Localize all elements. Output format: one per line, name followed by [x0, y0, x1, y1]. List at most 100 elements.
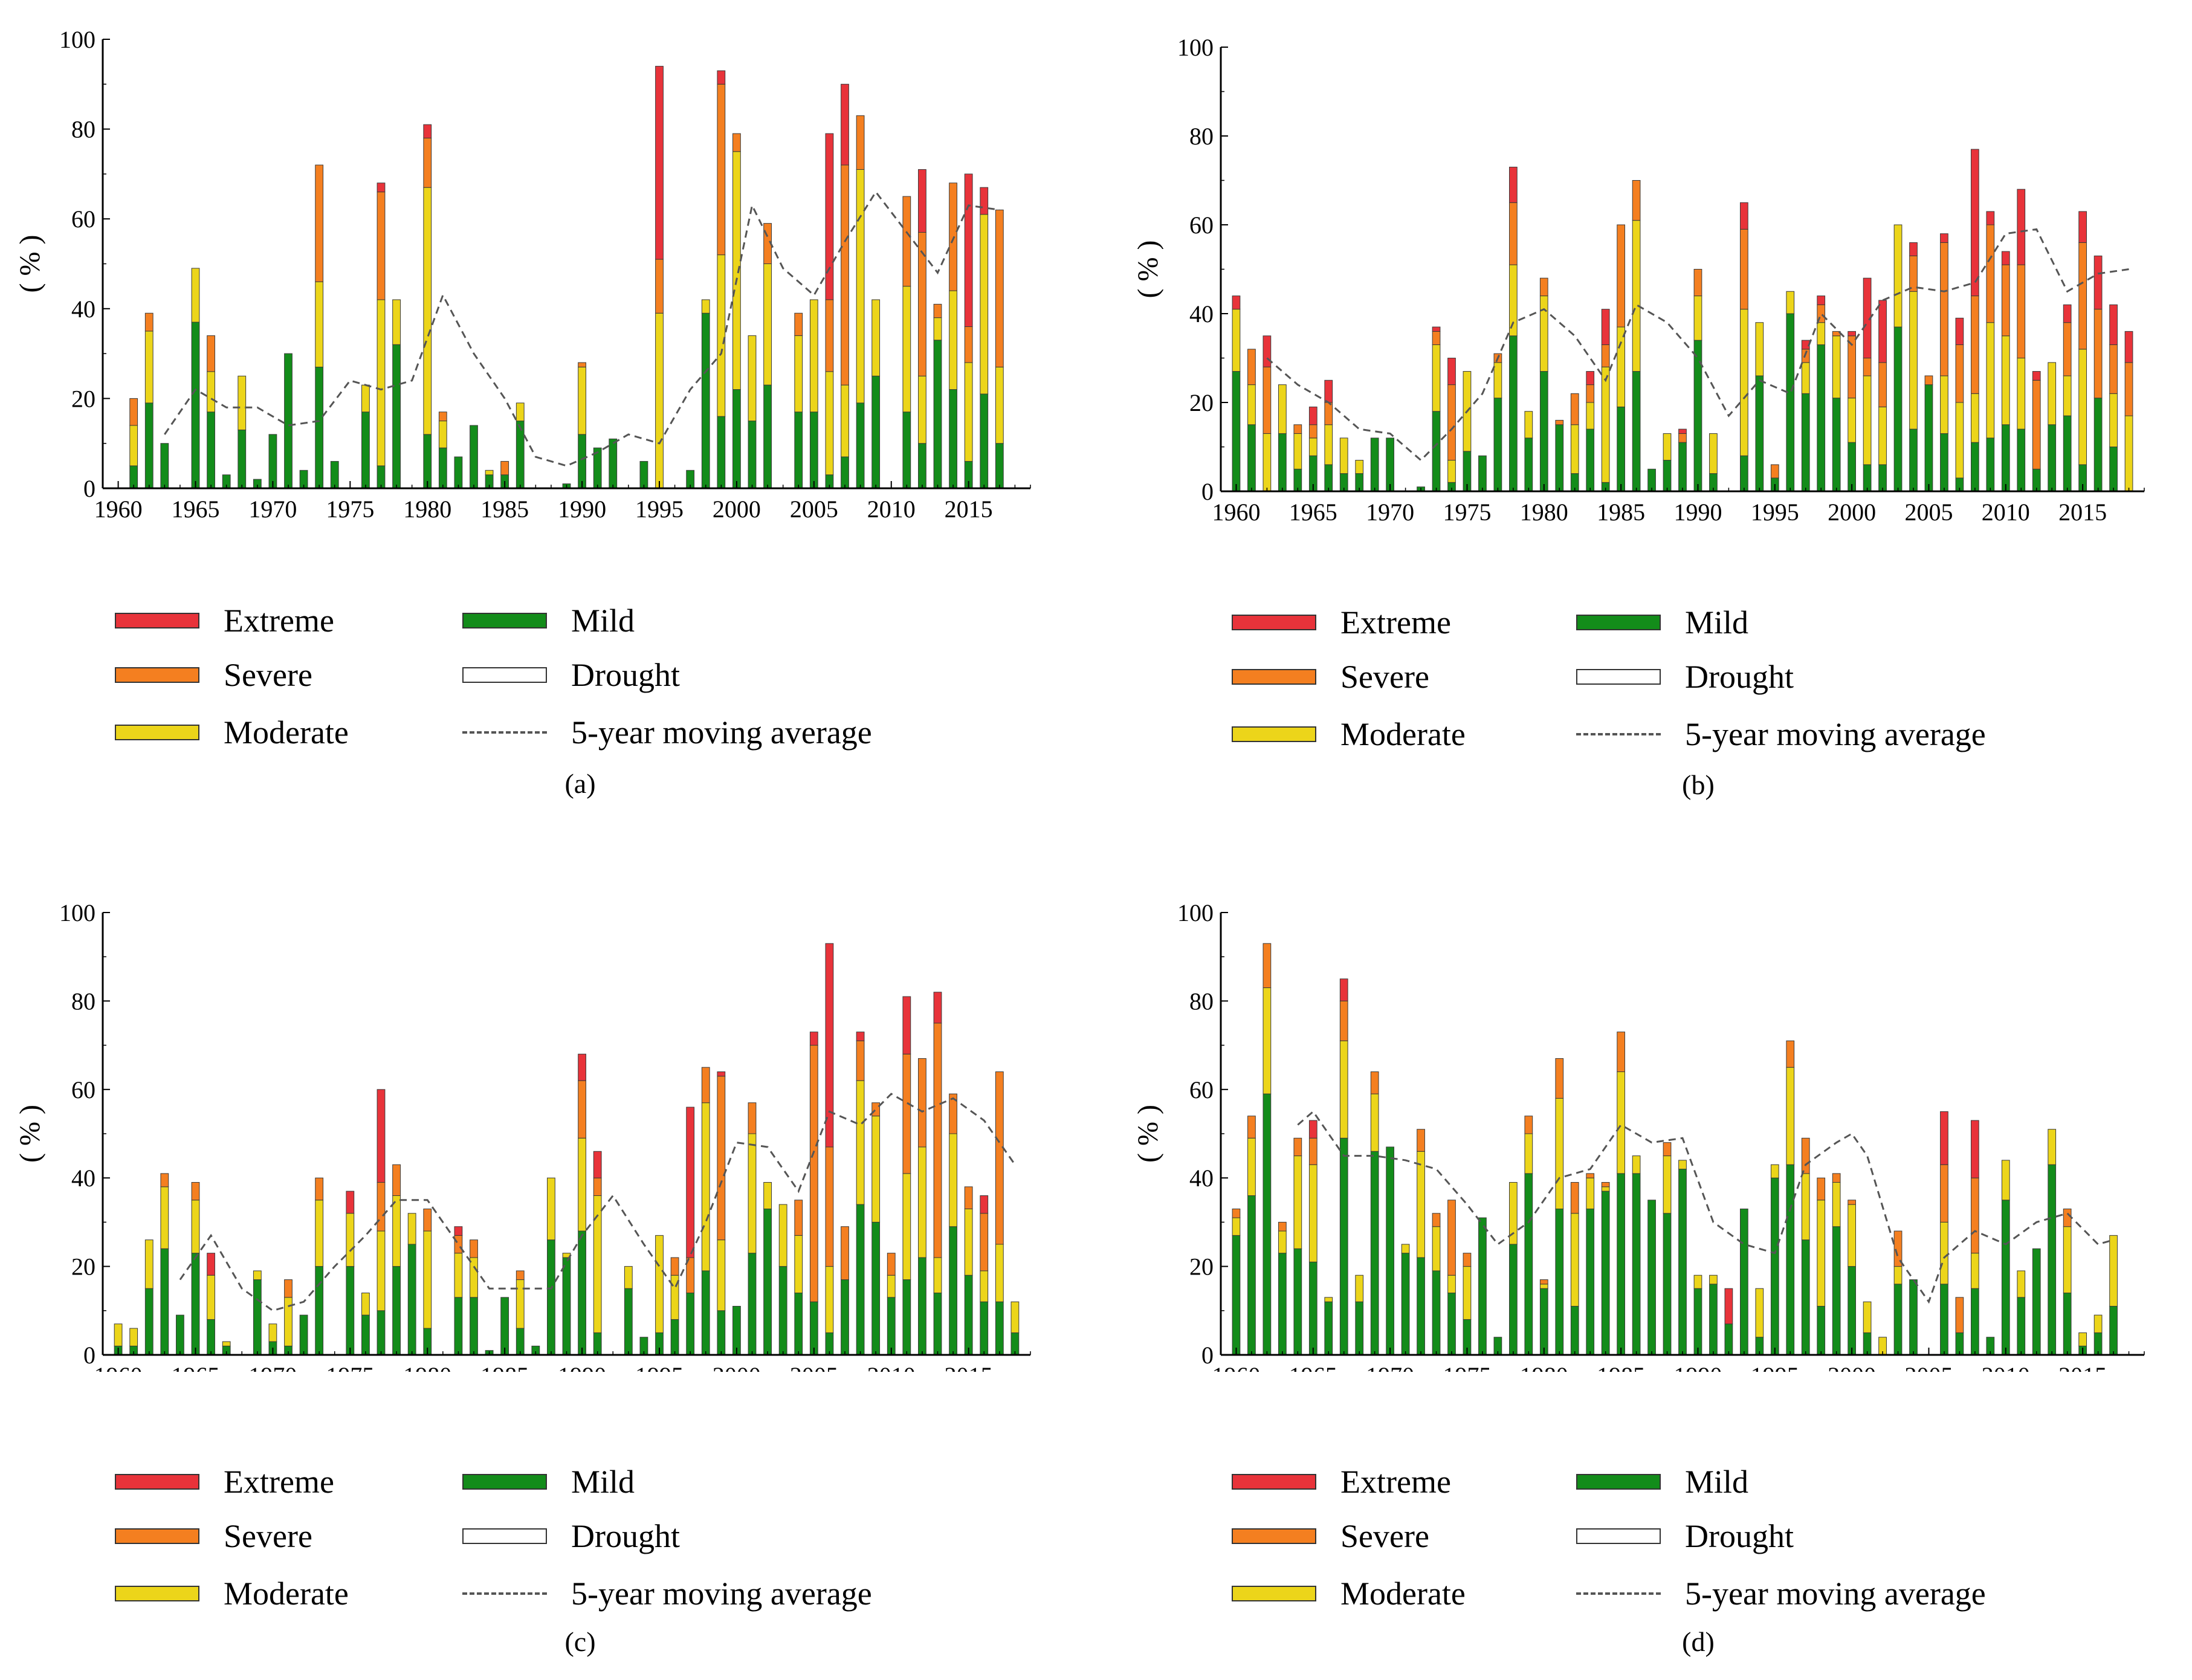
chart-c-svg: 1960 1965 1970 1975 1980 1985 1990 1995 2000 2005…	[14, 899, 1031, 1372]
bar-mild-2016	[980, 1301, 989, 1355]
bar-moderate-1962	[1263, 987, 1272, 1094]
bar-moderate-1991	[1709, 1275, 1718, 1285]
x-tick-label: 2005	[1904, 499, 1953, 526]
bar-moderate-2012	[918, 1146, 926, 1258]
bar-mild-1977	[377, 1310, 386, 1355]
bar-severe-2016	[2093, 309, 2103, 399]
bar-moderate-2009	[871, 299, 881, 376]
bar-moderate-1979	[1524, 1133, 1533, 1174]
bar-mild-2008	[1971, 442, 1979, 492]
bar-moderate-2003	[1893, 224, 1903, 328]
bar-severe-1965	[191, 1182, 200, 1201]
legend-extreme-label: Extreme	[224, 603, 334, 639]
bar-moderate-2008	[856, 169, 865, 404]
legend-mild-label: Mild	[571, 603, 635, 639]
bar-mild-2006	[1940, 1284, 1948, 1355]
bar-mild-1978	[1509, 335, 1518, 492]
y-tick-label: 40	[1189, 300, 1214, 328]
bar-severe-2005	[1924, 375, 1933, 386]
bar-moderate-1979	[1524, 411, 1533, 439]
bar-severe-1982	[1570, 1182, 1579, 1214]
bar-severe-1974	[1447, 1200, 1456, 1276]
bar-extreme-1966	[207, 1253, 215, 1276]
bar-extreme-2006	[825, 943, 834, 1148]
bar-moderate-1967	[1339, 438, 1348, 474]
legend-severe-label: Severe	[224, 1518, 312, 1554]
bar-severe-1999	[717, 83, 726, 256]
bar-severe-1962	[1263, 366, 1272, 434]
x-tick-label: 1995	[1751, 1362, 1799, 1372]
bar-severe-2014	[2063, 322, 2072, 376]
bar-extreme-2006	[1940, 233, 1948, 243]
bar-severe-1999	[1832, 1173, 1841, 1183]
bar-severe-1979	[1524, 1116, 1533, 1134]
y-tick-label: 100	[1177, 899, 1214, 926]
bar-mild-1995	[1770, 1177, 1779, 1355]
bar-extreme-1998	[1817, 296, 1826, 305]
bar-extreme-2009	[1986, 211, 1995, 225]
bar-mild-1965	[191, 321, 200, 489]
bar-mild-1972	[1417, 1257, 1425, 1355]
bar-moderate-1996	[1786, 1067, 1795, 1165]
bar-mild-1999	[717, 416, 726, 489]
bar-moderate-1960	[114, 1323, 123, 1346]
bar-extreme-1965	[1308, 406, 1317, 425]
bar-extreme-1983	[1586, 371, 1595, 386]
bar-moderate-2015	[964, 362, 973, 462]
bar-mild-2000	[1848, 442, 1857, 492]
bar-moderate-1961	[129, 1328, 138, 1346]
bar-moderate-1968	[1355, 460, 1364, 474]
bar-severe-2000	[1848, 1200, 1857, 1205]
panel-label-c: (c)	[564, 1626, 596, 1657]
y-tick-label: 20	[1189, 389, 1214, 416]
bar-severe-1982	[454, 1235, 463, 1254]
bar-moderate-1976	[361, 384, 370, 413]
bar-mild-2012	[2032, 1248, 2041, 1355]
bar-severe-1983	[470, 1239, 478, 1258]
bar-severe-1996	[1786, 1040, 1795, 1068]
legend-moving-average-swatch	[1576, 733, 1661, 735]
bar-moderate-2007	[841, 384, 849, 457]
bar-severe-2001	[748, 1102, 757, 1134]
bar-moderate-2015	[964, 1208, 973, 1276]
bar-extreme-2016	[2093, 255, 2103, 310]
bar-moderate-1994	[1755, 1288, 1764, 1338]
bar-mild-2005	[809, 1301, 818, 1355]
bar-extreme-1974	[1447, 358, 1456, 386]
moving-average-line	[1266, 228, 2129, 462]
legend-mild-label: Mild	[1685, 1464, 1749, 1500]
bar-mild-1986	[516, 1328, 525, 1355]
bar-moderate-2004	[794, 1235, 803, 1294]
bar-moderate-1993	[624, 1266, 633, 1289]
bar-severe-1966	[207, 335, 215, 372]
bar-mild-2007	[841, 1279, 849, 1355]
bar-moderate-1998	[1817, 1200, 1826, 1307]
bar-severe-1983	[1586, 384, 1595, 403]
bar-moderate-2004	[794, 335, 803, 413]
bar-mild-1962	[1263, 1093, 1272, 1355]
y-tick-label: 60	[1189, 212, 1214, 239]
y-tick-label: 40	[71, 296, 95, 323]
bar-moderate-1961	[1247, 384, 1256, 425]
bar-severe-1980	[423, 1208, 432, 1232]
bar-moderate-1990	[1693, 296, 1702, 341]
bar-severe-2015	[964, 1186, 973, 1209]
x-tick-label: 1965	[172, 1362, 220, 1372]
bar-mild-1963	[160, 1248, 169, 1355]
bar-mild-1979	[407, 1244, 416, 1355]
bar-mild-2002	[1878, 464, 1887, 492]
bar-severe-2014	[2063, 1208, 2072, 1227]
bar-mild-2009	[1986, 438, 1995, 492]
bar-severe-1963	[160, 1173, 169, 1187]
bar-extreme-1977	[377, 1089, 386, 1183]
y-tick-label: 0	[1201, 478, 1214, 505]
bar-mild-1982	[454, 1297, 463, 1355]
bar-mild-1986	[1632, 1173, 1641, 1355]
bar-mild-1979	[1524, 438, 1533, 492]
bar-moderate-2005	[809, 299, 818, 413]
bar-mild-2004	[1909, 1279, 1918, 1355]
bar-moderate-1974	[1447, 460, 1456, 483]
legend-severe-swatch	[1232, 669, 1316, 685]
bar-mild-2006	[1940, 433, 1948, 492]
bar-moderate-1984	[1601, 366, 1610, 483]
